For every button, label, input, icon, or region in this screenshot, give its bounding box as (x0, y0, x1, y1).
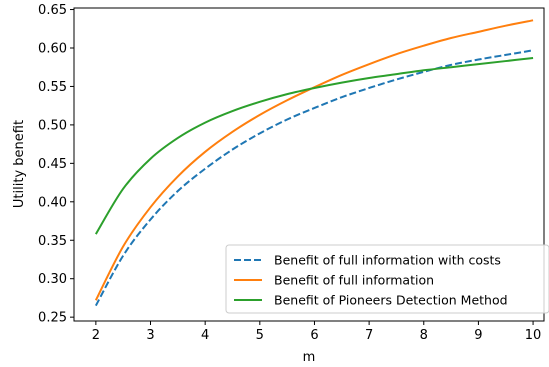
y-axis-label: Utility benefit (12, 120, 27, 208)
y-tick-label: 0.30 (38, 272, 67, 287)
plot-area (73, 7, 545, 322)
y-tick-label: 0.25 (38, 311, 67, 326)
y-tick-label: 0.50 (38, 118, 67, 133)
y-tick-label: 0.40 (38, 195, 67, 210)
y-tick-label: 0.35 (38, 234, 67, 249)
x-tick-label: 8 (420, 328, 428, 343)
x-tick-label: 5 (256, 328, 264, 343)
y-tick-label: 0.45 (38, 157, 67, 172)
series-line-1 (94, 49, 534, 307)
y-tick-label: 0.55 (38, 80, 67, 95)
x-tick-label: 2 (92, 328, 100, 343)
legend: Benefit of full information with costs Be… (225, 244, 549, 314)
legend-label: Benefit of full information (274, 273, 434, 288)
series-lines (94, 19, 534, 307)
x-tick-label: 7 (365, 328, 373, 343)
y-axis-ticks: 0.25 0.30 0.35 0.40 0.45 0.50 0.55 0.60 0.65 (38, 3, 74, 326)
legend-box (225, 244, 549, 314)
x-tick-label: 10 (525, 328, 542, 343)
x-axis-label: m (303, 350, 316, 365)
x-tick-label: 9 (474, 328, 482, 343)
y-tick-label: 0.65 (38, 3, 67, 18)
legend-label: Benefit of full information with costs (274, 253, 501, 268)
x-tick-label: 6 (310, 328, 318, 343)
series-line-3 (95, 56, 534, 235)
y-tick-label: 0.60 (38, 41, 67, 56)
legend-label: Benefit of Pioneers Detection Method (274, 293, 508, 308)
x-tick-label: 3 (146, 328, 154, 343)
x-tick-label: 4 (201, 328, 209, 343)
x-axis-ticks: 2 3 4 5 6 7 8 9 10 (92, 321, 542, 343)
